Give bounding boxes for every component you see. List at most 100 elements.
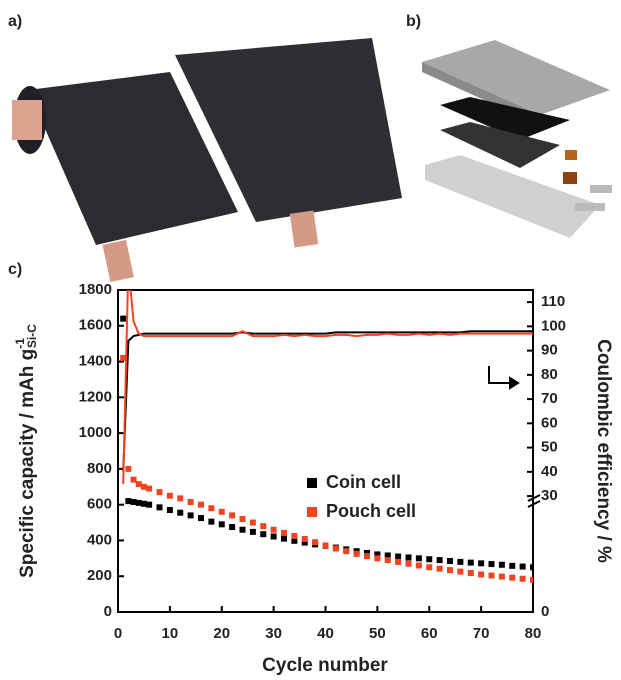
y2-tick-label: 0 [541,603,549,620]
capacity-point [530,576,533,583]
y-tick-label: 200 [87,567,112,584]
capacity-point [467,570,474,577]
capacity-point [384,557,391,564]
capacity-point [208,518,215,525]
capacity-point [260,531,267,538]
x-tick-label: 40 [317,625,334,642]
y-label-sup: -1 [13,338,27,349]
x-axis-label: Cycle number [262,655,388,676]
x-tick-label: 60 [421,625,438,642]
legend-marker [307,478,317,488]
y2-tick-label: 40 [541,463,558,480]
capacity-point [364,553,370,560]
capacity-point [281,529,287,536]
capacity-point [208,505,215,512]
capacity-point [530,564,533,571]
y2-tick-label: 90 [541,342,558,359]
capacity-point [166,507,173,514]
y-tick-label: 1200 [79,388,112,405]
y-tick-label: 0 [104,603,112,620]
x-tick-label: 50 [369,625,386,642]
capacity-point [509,562,516,569]
capacity-point [436,557,443,564]
capacity-point [130,498,137,505]
y2-tick-label: 100 [541,317,566,334]
capacity-point [218,508,225,515]
capacity-point [229,512,236,519]
capacity-point [343,548,350,555]
capacity-point [447,567,453,574]
capacity-point [135,499,142,506]
y2-tick-label: 110 [541,293,565,310]
y-tick-label: 1000 [79,424,112,441]
pouch-schematic [422,40,612,238]
capacity-point [301,539,308,546]
x-tick-label: 30 [265,625,282,642]
capacity-point [260,523,267,530]
y2-tick-label: 60 [541,414,558,431]
capacity-point [395,558,402,565]
panel-label: b) [406,13,421,30]
capacity-point [218,521,225,528]
capacity-point [332,545,339,552]
capacity-point [457,558,464,565]
x-tick-label: 0 [114,625,122,642]
y2-tick-label: 50 [541,439,558,456]
capacity-point [130,476,137,483]
capacity-point [384,552,391,559]
capacity-point [467,559,474,566]
capacity-point [120,354,127,361]
capacity-point [426,556,433,563]
capacity-point [177,509,184,516]
y-axis-label: Specific capacity / mAh g-1Si-C [13,324,39,578]
capacity-point [270,526,277,533]
capacity-point [125,465,132,472]
panel-label: c) [8,261,22,278]
photo-electrodes [12,38,402,283]
capacity-point [415,562,422,569]
y-tick-label: 800 [87,460,112,477]
capacity-point [291,537,298,544]
capacity-point [519,563,526,570]
capacity-point [498,561,505,568]
capacity-point [177,495,184,502]
plot-area [120,290,533,583]
capacity-point [135,481,142,488]
capacity-point [140,500,147,507]
capacity-point [312,539,319,546]
efficiency-line [122,290,533,484]
capacity-point [426,564,433,571]
capacity-point [249,528,256,535]
capacity-point [249,519,256,526]
y2-axis-label: Coulombic efficiency / % [593,339,614,563]
capacity-point [125,498,132,505]
capacity-point [436,565,443,572]
capacity-point [353,550,360,557]
y-tick-label: 600 [87,496,112,513]
y-tick-label: 400 [87,531,112,548]
capacity-point [478,560,485,567]
capacity-point [239,515,246,522]
capacity-point [229,524,236,531]
capacity-point [270,533,277,540]
x-tick-label: 20 [213,625,230,642]
capacity-point [509,574,516,581]
capacity-point [405,560,412,567]
capacity-point [478,571,485,578]
capacity-point [187,512,194,519]
y-label-sub: Si-C [25,324,39,348]
capacity-point [457,568,464,575]
capacity-point [364,549,370,556]
capacity-point [519,575,526,582]
legend-label: Pouch cell [326,501,416,521]
capacity-point [166,492,173,499]
y2-tick-label: 80 [541,366,558,383]
capacity-point [146,485,153,492]
x-tick-label: 10 [162,625,179,642]
x-tick-label: 80 [525,625,542,642]
capacity-point [156,489,163,496]
capacity-point [301,536,308,543]
axis-arrow [488,366,520,390]
capacity-point [488,572,495,579]
